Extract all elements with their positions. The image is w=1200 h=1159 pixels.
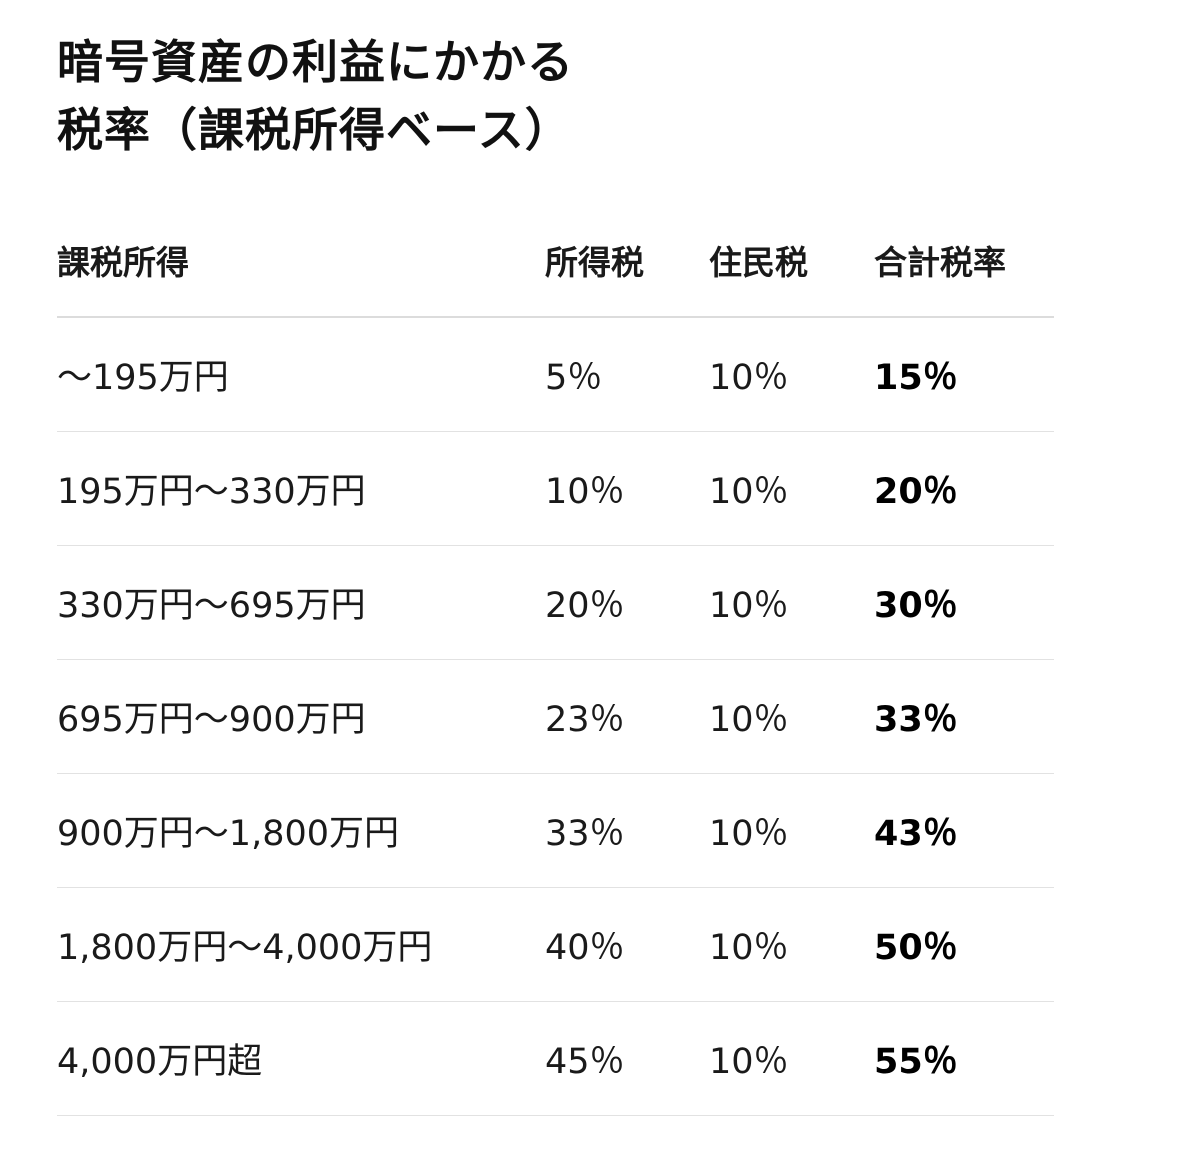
income-tax-cell: 23％ bbox=[545, 659, 709, 774]
total-rate-cell: 30％ bbox=[874, 545, 1054, 660]
page-title-line-1: 暗号資産の利益にかかる bbox=[57, 35, 574, 89]
taxable-income-cell: 195万円～330万円 bbox=[57, 431, 545, 546]
table-row: 695万円～900万円 23％ 10％ 33％ bbox=[57, 659, 1054, 774]
table-row: 900万円～1,800万円 33％ 10％ 43％ bbox=[57, 773, 1054, 888]
total-rate-cell: 43％ bbox=[874, 773, 1054, 888]
header-income-tax: 所得税 bbox=[545, 203, 709, 318]
table-row: 1,800万円～4,000万円 40％ 10％ 50％ bbox=[57, 887, 1054, 1002]
total-rate-cell: 33％ bbox=[874, 659, 1054, 774]
table-body: ～195万円 5％ 10％ 15％ 195万円～330万円 10％ 10％ 20… bbox=[57, 317, 1054, 1116]
total-rate-cell: 55％ bbox=[874, 1001, 1054, 1116]
table-row: 330万円～695万円 20％ 10％ 30％ bbox=[57, 545, 1054, 660]
taxable-income-cell: 4,000万円超 bbox=[57, 1001, 545, 1116]
page-title: 暗号資産の利益にかかる 税率（課税所得ベース） bbox=[57, 28, 574, 164]
total-rate-cell: 50％ bbox=[874, 887, 1054, 1002]
income-tax-cell: 33％ bbox=[545, 773, 709, 888]
table-row: 195万円～330万円 10％ 10％ 20％ bbox=[57, 431, 1054, 546]
taxable-income-cell: 1,800万円～4,000万円 bbox=[57, 887, 545, 1002]
resident-tax-cell: 10％ bbox=[709, 431, 874, 546]
income-tax-cell: 40％ bbox=[545, 887, 709, 1002]
header-resident-tax: 住民税 bbox=[709, 203, 874, 318]
taxable-income-cell: ～195万円 bbox=[57, 317, 545, 432]
income-tax-cell: 45％ bbox=[545, 1001, 709, 1116]
table-row: 4,000万円超 45％ 10％ 55％ bbox=[57, 1001, 1054, 1116]
income-tax-cell: 10％ bbox=[545, 431, 709, 546]
resident-tax-cell: 10％ bbox=[709, 317, 874, 432]
resident-tax-cell: 10％ bbox=[709, 773, 874, 888]
header-row: 課税所得 所得税 住民税 合計税率 bbox=[57, 203, 1054, 318]
resident-tax-cell: 10％ bbox=[709, 545, 874, 660]
taxable-income-cell: 330万円～695万円 bbox=[57, 545, 545, 660]
income-tax-cell: 5％ bbox=[545, 317, 709, 432]
page-title-line-2: 税率（課税所得ベース） bbox=[57, 103, 572, 157]
total-rate-cell: 20％ bbox=[874, 431, 1054, 546]
header-total-rate: 合計税率 bbox=[874, 203, 1054, 318]
table-row: ～195万円 5％ 10％ 15％ bbox=[57, 317, 1054, 432]
header-taxable-income: 課税所得 bbox=[57, 203, 545, 318]
table-header: 課税所得 所得税 住民税 合計税率 bbox=[57, 203, 1054, 318]
income-tax-cell: 20％ bbox=[545, 545, 709, 660]
tax-rate-table: 課税所得 所得税 住民税 合計税率 ～195万円 5％ 10％ 15％ 195万… bbox=[57, 203, 1054, 1116]
taxable-income-cell: 900万円～1,800万円 bbox=[57, 773, 545, 888]
taxable-income-cell: 695万円～900万円 bbox=[57, 659, 545, 774]
resident-tax-cell: 10％ bbox=[709, 887, 874, 1002]
resident-tax-cell: 10％ bbox=[709, 1001, 874, 1116]
total-rate-cell: 15％ bbox=[874, 317, 1054, 432]
resident-tax-cell: 10％ bbox=[709, 659, 874, 774]
